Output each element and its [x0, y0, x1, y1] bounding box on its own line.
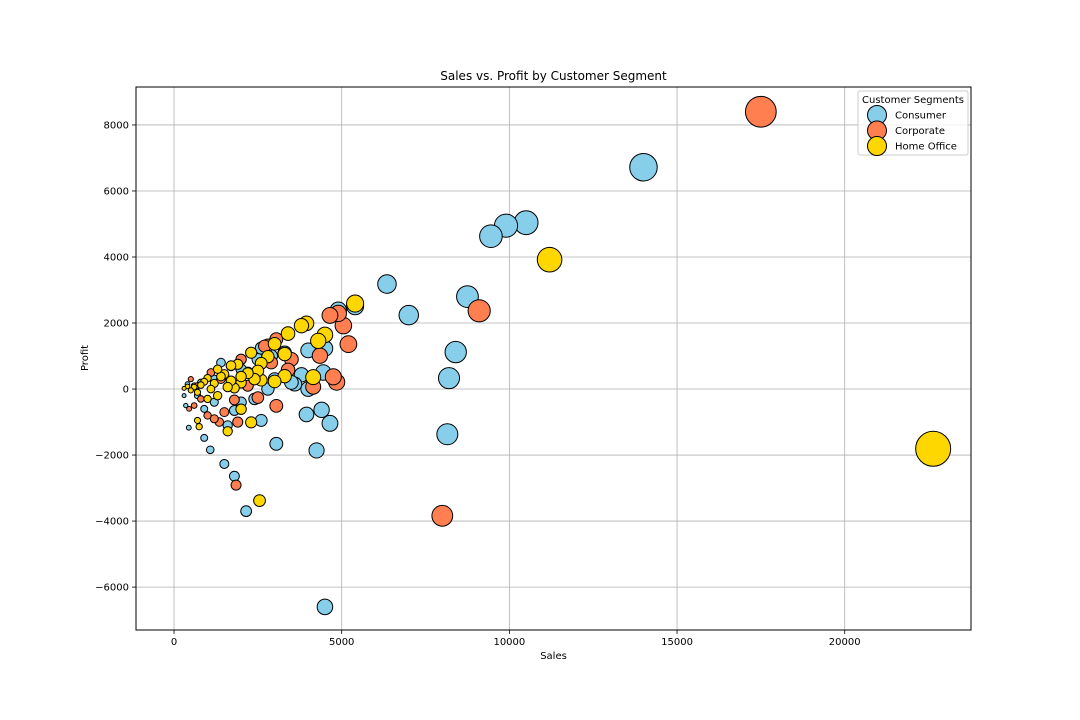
data-point-consumer: [513, 210, 539, 236]
data-point-corporate: [321, 306, 339, 324]
data-point-consumer: [185, 424, 192, 431]
data-point-consumer: [254, 413, 268, 427]
legend-box: [857, 90, 969, 156]
data-point-corporate: [269, 398, 284, 413]
data-point-home-office: [187, 387, 194, 394]
data-point-home-office: [253, 494, 266, 507]
data-point-consumer: [205, 445, 215, 455]
data-point-corporate: [219, 407, 230, 418]
data-point-home-office: [222, 426, 233, 437]
data-point-home-office: [267, 336, 282, 351]
data-point-consumer: [200, 404, 209, 413]
data-point-home-office: [222, 381, 233, 393]
data-point-home-office: [267, 374, 282, 389]
y-tick-label: 6000: [104, 186, 129, 197]
x-tick-label: 10000: [493, 637, 525, 648]
data-point-consumer: [398, 304, 419, 326]
data-point-home-office: [235, 403, 247, 415]
plot-frame: [135, 86, 972, 631]
data-point-home-office: [235, 370, 247, 383]
data-point-corporate: [324, 368, 342, 386]
x-tick-label: 20000: [829, 637, 861, 648]
data-point-home-office: [197, 381, 205, 389]
data-point-home-office: [305, 369, 322, 386]
data-point-home-office: [280, 326, 296, 341]
data-point-consumer: [308, 442, 325, 459]
legend-label: Home Office: [895, 142, 957, 153]
data-point-corporate: [339, 335, 358, 354]
data-point-consumer: [183, 402, 189, 409]
y-tick-label: −2000: [95, 451, 129, 462]
data-point-corporate: [431, 504, 454, 527]
legend-title: Customer Segments: [862, 95, 964, 106]
data-point-home-office: [212, 364, 223, 374]
data-point-consumer: [298, 406, 315, 423]
data-point-consumer: [321, 414, 339, 432]
data-point-home-office: [245, 346, 258, 359]
data-point-home-office: [225, 360, 237, 371]
data-point-home-office: [212, 390, 223, 401]
data-point-corporate: [228, 394, 240, 406]
legend-label: Corporate: [895, 126, 945, 137]
data-point-consumer: [316, 598, 334, 616]
axis-ticks: 0 5000 10000 15000 20000 −6000 −4000 −2000 0 2000…: [95, 120, 860, 648]
data-point-corporate: [186, 405, 193, 412]
data-point-home-office: [193, 388, 202, 396]
data-point-home-office: [195, 422, 203, 431]
data-point-corporate: [467, 299, 491, 323]
data-point-home-office: [346, 294, 365, 313]
data-point-home-office: [203, 394, 212, 404]
legend-marker: [867, 136, 887, 156]
data-point-consumer: [629, 152, 658, 182]
data-point-consumer: [437, 367, 461, 390]
data-point-consumer: [436, 423, 459, 446]
data-point-home-office: [245, 416, 258, 429]
y-tick-label: 4000: [104, 252, 129, 263]
data-point-home-office: [293, 317, 310, 334]
data-point-consumer: [219, 458, 230, 469]
data-point-corporate: [197, 395, 205, 403]
data-point-consumer: [228, 470, 240, 482]
data-point-consumer: [313, 401, 330, 419]
y-axis-label: Profit: [80, 345, 91, 371]
data-point-corporate: [232, 416, 244, 428]
data-point-home-office: [536, 246, 563, 273]
data-point-corporate: [251, 391, 265, 404]
y-tick-label: 2000: [104, 319, 129, 330]
data-point-consumer: [181, 393, 187, 399]
x-tick-label: 0: [171, 637, 177, 648]
data-point-corporate: [203, 411, 212, 420]
y-tick-label: −6000: [95, 583, 129, 594]
x-tick-label: 15000: [661, 637, 693, 648]
y-tick-label: 8000: [104, 120, 129, 131]
data-point-home-office: [206, 384, 216, 394]
data-point-consumer: [240, 505, 253, 518]
data-point-corporate: [744, 95, 777, 128]
data-point-consumer: [479, 224, 503, 249]
data-point-consumer: [269, 436, 284, 451]
data-point-home-office: [310, 332, 327, 349]
x-tick-label: 5000: [329, 637, 354, 648]
data-point-corporate: [230, 479, 242, 491]
data-point-home-office: [181, 385, 187, 391]
data-point-corporate: [190, 402, 198, 409]
data-point-corporate: [187, 376, 194, 383]
data-point-corporate: [209, 414, 219, 424]
grid-lines: [136, 87, 971, 630]
data-point-consumer: [444, 340, 467, 364]
data-point-corporate: [311, 347, 329, 364]
data-points: [181, 95, 952, 616]
legend: Customer Segments Consumer Corporate Home …: [857, 90, 969, 156]
data-point-home-office: [915, 430, 952, 467]
legend-label: Consumer: [895, 111, 947, 122]
y-tick-label: 0: [123, 385, 129, 396]
data-point-consumer: [377, 274, 397, 294]
y-tick-label: −4000: [95, 517, 129, 528]
x-axis-label: Sales: [540, 651, 567, 662]
data-point-home-office: [277, 346, 292, 362]
data-point-consumer: [200, 433, 209, 442]
chart-title: Sales vs. Profit by Customer Segment: [440, 69, 667, 83]
data-point-home-office: [193, 416, 202, 424]
